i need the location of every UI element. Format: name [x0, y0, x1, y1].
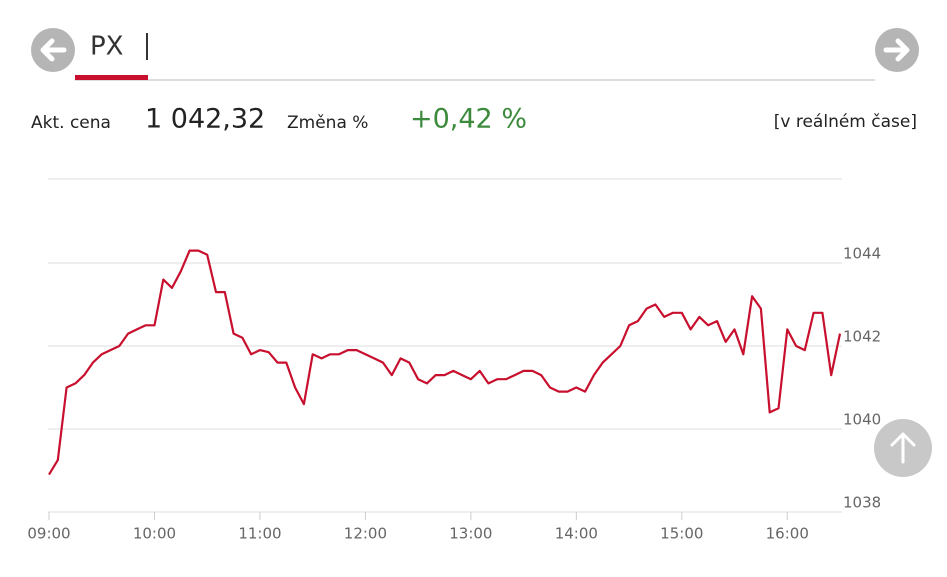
- x-tick-label: 15:00: [660, 525, 703, 543]
- y-tick-label: 1038: [843, 494, 881, 512]
- tab-label[interactable]: PX: [90, 32, 124, 62]
- price-line: [48, 249, 842, 476]
- price-label: Akt. cena: [31, 113, 111, 133]
- x-tick-label: 13:00: [449, 525, 492, 543]
- plot: 1038 1040 1042 1044 09:00 10:00 11:00 12:00 13:0…: [27, 245, 881, 543]
- x-tick-label: 11:00: [238, 525, 281, 543]
- mode: [v reálném čase]: [774, 112, 917, 132]
- price: 1 042,32: [145, 104, 265, 135]
- x-tick-label: 16:00: [766, 525, 809, 543]
- x-tick-label: 09:00: [27, 525, 70, 543]
- x-tick-label: 12:00: [344, 525, 387, 543]
- y-tick-label: 1044: [843, 245, 881, 263]
- back-button[interactable]: [31, 28, 75, 72]
- change-label: Změna %: [287, 113, 368, 133]
- scroll-top-button[interactable]: [874, 419, 932, 477]
- tab-underline: [75, 75, 148, 80]
- y-tick-label: 1042: [843, 328, 881, 346]
- y-tick-label: 1040: [843, 411, 881, 429]
- x-tick-label: 10:00: [133, 525, 176, 543]
- forward-button[interactable]: [875, 28, 919, 72]
- x-tick-label: 14:00: [555, 525, 598, 543]
- change: +0,42 %: [410, 104, 527, 135]
